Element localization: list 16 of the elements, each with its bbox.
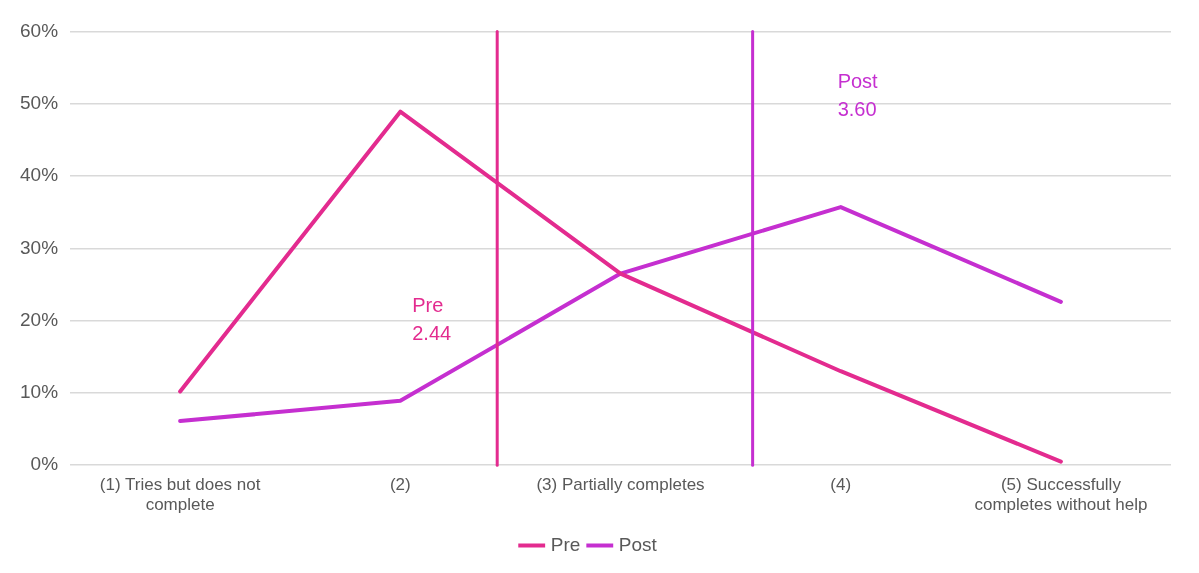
x-tick-label: (5) Successfully completes without help xyxy=(974,475,1148,515)
ref-line-label: Pre 2.44 xyxy=(412,293,452,344)
y-tick-label: 40% xyxy=(20,164,59,186)
x-tick-label: (3) Partially completes xyxy=(536,475,705,495)
y-tick-label: 30% xyxy=(20,236,59,258)
legend-label: Post xyxy=(618,533,658,555)
y-tick-label: 60% xyxy=(20,19,59,41)
legend-label: Pre xyxy=(550,533,581,555)
x-tick-label: (2) xyxy=(389,475,411,495)
y-tick-label: 50% xyxy=(20,91,59,113)
ref-line-label: Post 3.60 xyxy=(837,69,879,120)
x-tick-label: (4) xyxy=(830,475,852,495)
x-tick-label: (1) Tries but does not complete xyxy=(99,475,261,515)
y-tick-label: 10% xyxy=(20,381,59,403)
y-tick-label: 0% xyxy=(30,453,59,475)
y-tick-label: 20% xyxy=(20,308,59,330)
